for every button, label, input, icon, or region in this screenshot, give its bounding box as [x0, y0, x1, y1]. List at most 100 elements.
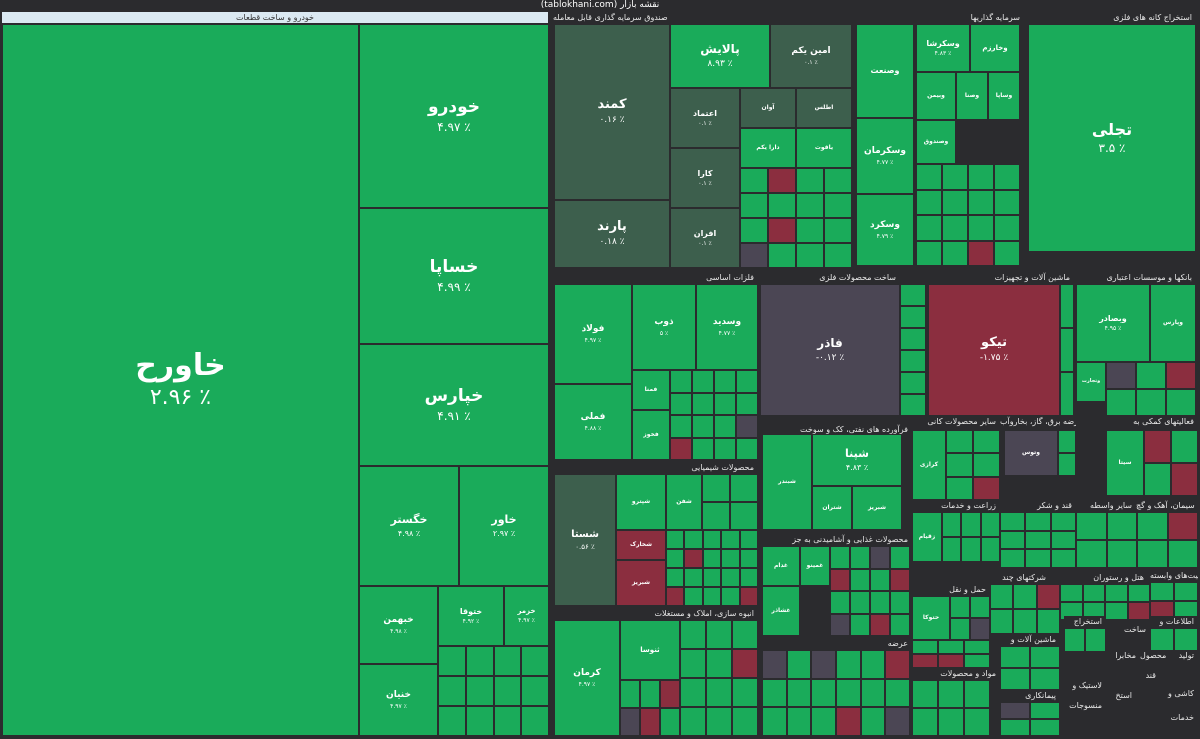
symbol-tile-small[interactable] [860, 678, 886, 708]
symbol-tile-small[interactable] [739, 549, 758, 568]
symbol-tile-small[interactable] [970, 618, 990, 640]
symbol-tile-small[interactable] [732, 678, 758, 707]
symbol-tile-small[interactable] [836, 707, 861, 736]
symbol-tile[interactable]: وخارزم [970, 24, 1020, 72]
symbol-tile-small[interactable] [1050, 530, 1076, 550]
symbol-tile-small[interactable] [850, 591, 870, 614]
symbol-tile-small[interactable] [702, 549, 722, 568]
symbol-tile[interactable]: خگستر ۴.۹۸ ٪ [359, 466, 459, 586]
symbol-tile-small[interactable] [1150, 582, 1174, 601]
symbol-tile-small[interactable] [721, 549, 740, 568]
symbol-tile-small[interactable] [739, 568, 758, 587]
symbol-tile-small[interactable] [961, 537, 981, 562]
symbol-tile[interactable]: کرازی [912, 430, 946, 500]
symbol-tile-small[interactable] [796, 218, 824, 243]
symbol-tile[interactable]: فولاد ۴.۹۷ ٪ [554, 284, 632, 384]
symbol-tile[interactable]: سیتا [1106, 430, 1144, 496]
symbol-tile-small[interactable] [670, 392, 692, 415]
symbol-tile[interactable]: غدام [762, 546, 800, 586]
symbol-tile-small[interactable] [885, 707, 910, 736]
symbol-tile-small[interactable] [1050, 549, 1076, 568]
symbol-tile-small[interactable] [946, 476, 973, 500]
symbol-tile-small[interactable] [706, 620, 732, 649]
symbol-tile[interactable]: فخوز [632, 410, 670, 460]
symbol-tile[interactable]: ثنوسا [620, 620, 680, 680]
symbol-tile-small[interactable] [900, 328, 926, 350]
symbol-tile-small[interactable] [1127, 584, 1150, 602]
symbol-tile[interactable]: کرمان ۴.۹۷ ٪ [554, 620, 620, 736]
symbol-tile-small[interactable] [900, 306, 926, 328]
symbol-tile-small[interactable] [890, 546, 910, 569]
symbol-tile-small[interactable] [666, 530, 685, 549]
symbol-tile[interactable]: اعتماد ۰.۱ ٪ [670, 88, 740, 148]
symbol-tile-small[interactable] [660, 708, 680, 736]
symbol-tile-small[interactable] [912, 640, 938, 654]
symbol-tile-small[interactable] [1076, 512, 1107, 540]
symbol-tile-small[interactable] [968, 189, 994, 215]
symbol-tile-small[interactable] [1030, 668, 1060, 690]
symbol-tile-small[interactable] [786, 678, 812, 708]
symbol-tile-small[interactable] [702, 568, 722, 587]
symbol-tile-small[interactable] [830, 591, 850, 614]
symbol-tile-small[interactable] [885, 650, 910, 679]
symbol-tile-small[interactable] [1171, 463, 1198, 496]
symbol-tile-small[interactable] [692, 415, 714, 438]
symbol-tile-small[interactable] [714, 437, 736, 460]
symbol-tile-small[interactable] [890, 591, 910, 614]
symbol-tile-small[interactable] [994, 240, 1020, 266]
symbol-tile-small[interactable] [680, 707, 706, 736]
symbol-tile-small[interactable] [666, 549, 685, 568]
symbol-tile-small[interactable] [912, 654, 938, 668]
symbol-tile-small[interactable] [714, 392, 736, 415]
symbol-tile-small[interactable] [736, 370, 758, 393]
symbol-tile[interactable]: تجلی ۳.۵ ٪ [1028, 24, 1196, 252]
symbol-tile-small[interactable] [950, 618, 970, 640]
symbol-tile-small[interactable] [1000, 702, 1030, 719]
symbol-tile-small[interactable] [946, 453, 973, 477]
symbol-tile-small[interactable] [740, 218, 768, 243]
symbol-tile-small[interactable] [796, 193, 824, 218]
symbol-tile[interactable]: غمینو [800, 546, 830, 586]
symbol-tile[interactable]: فاذر -۰.۱۲ ٪ [760, 284, 900, 416]
symbol-tile-small[interactable] [916, 189, 942, 215]
symbol-tile[interactable]: دارا یکم [740, 128, 796, 168]
symbol-tile[interactable]: وبصادر ۴.۹۵ ٪ [1076, 284, 1150, 362]
symbol-tile-small[interactable] [938, 654, 964, 668]
symbol-tile-small[interactable] [916, 215, 942, 241]
symbol-tile[interactable]: خپارس ۴.۹۱ ٪ [359, 344, 549, 466]
symbol-tile-small[interactable] [684, 530, 703, 549]
symbol-tile[interactable]: شخارک [616, 530, 666, 560]
symbol-tile-small[interactable] [900, 372, 926, 394]
symbol-tile[interactable]: شپترو [616, 474, 666, 530]
symbol-tile[interactable]: شبریز [852, 486, 902, 530]
symbol-tile-small[interactable] [680, 620, 706, 649]
symbol-tile[interactable]: وتوس [1004, 430, 1058, 476]
symbol-tile-small[interactable] [950, 596, 970, 618]
symbol-tile-small[interactable] [994, 189, 1020, 215]
symbol-tile-small[interactable] [1171, 430, 1198, 463]
symbol-tile-small[interactable] [796, 168, 824, 193]
symbol-tile-small[interactable] [1000, 530, 1026, 550]
symbol-tile-small[interactable] [620, 680, 640, 708]
symbol-tile[interactable]: آوان [740, 88, 796, 128]
symbol-tile[interactable]: وسکرمان ۴.۷۷ ٪ [856, 118, 914, 194]
symbol-tile[interactable]: پالایش ۸.۹۳ ٪ [670, 24, 770, 88]
symbol-tile[interactable]: کارا ۰.۱ ٪ [670, 148, 740, 208]
symbol-tile-small[interactable] [824, 168, 852, 193]
symbol-tile-small[interactable] [968, 164, 994, 190]
symbol-tile-small[interactable] [714, 370, 736, 393]
symbol-tile-small[interactable] [702, 502, 730, 530]
symbol-tile[interactable]: ذوب ۵ ٪ [632, 284, 696, 370]
symbol-tile-small[interactable] [692, 437, 714, 460]
symbol-tile-small[interactable] [762, 707, 787, 736]
symbol-tile-small[interactable] [762, 678, 787, 708]
symbol-tile-small[interactable] [1030, 702, 1060, 719]
symbol-tile-small[interactable] [964, 680, 990, 708]
symbol-tile[interactable]: وپارس [1150, 284, 1196, 362]
symbol-tile[interactable]: شبندر [762, 434, 812, 530]
symbol-tile-small[interactable] [973, 453, 1000, 477]
symbol-tile[interactable]: شپنا ۴.۸۳ ٪ [812, 434, 902, 486]
symbol-tile-small[interactable] [730, 502, 758, 530]
symbol-tile[interactable]: وصنعت [856, 24, 914, 118]
symbol-tile[interactable]: وسکرد ۴.۷۹ ٪ [856, 194, 914, 266]
